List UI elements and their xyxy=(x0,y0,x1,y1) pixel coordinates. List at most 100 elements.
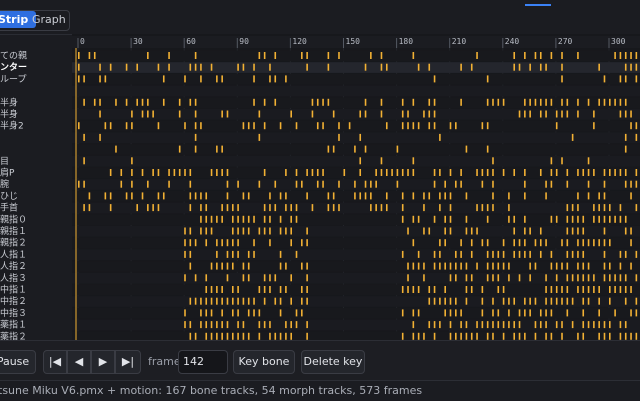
keyframe xyxy=(571,321,574,329)
keyframe xyxy=(147,180,149,188)
keyframe xyxy=(513,250,516,258)
keyframe xyxy=(598,204,600,212)
keyframe xyxy=(194,63,197,71)
keyframe xyxy=(226,239,229,247)
keyframe xyxy=(460,250,462,258)
keyframe xyxy=(295,215,298,223)
ruler-label: 240 xyxy=(505,37,520,46)
keyframe xyxy=(587,98,590,106)
delete-key-button[interactable]: Delete key xyxy=(301,350,365,374)
keyframe xyxy=(417,63,420,71)
keyframe xyxy=(598,98,600,106)
keyframe xyxy=(630,332,632,340)
keyframe xyxy=(598,332,600,340)
keyframe xyxy=(539,227,542,235)
keyframe xyxy=(444,239,446,247)
keyframe xyxy=(539,169,542,176)
bone-label: 親指０ xyxy=(0,213,27,225)
keyframe xyxy=(603,274,606,282)
keyframe xyxy=(338,204,340,212)
keyframe xyxy=(194,122,197,130)
pause-button[interactable]: Pause xyxy=(0,350,36,374)
keyframe xyxy=(226,180,229,188)
first-frame-button[interactable]: |◀ xyxy=(43,350,67,374)
keyframe xyxy=(449,274,452,282)
keyframe xyxy=(513,297,516,305)
keyframe xyxy=(630,122,632,130)
keyframe xyxy=(396,145,399,153)
keyframe xyxy=(492,274,494,282)
prev-frame-button[interactable]: ◀ xyxy=(67,350,91,374)
key-bone-button[interactable]: Key bone xyxy=(233,350,295,374)
keyframe xyxy=(433,321,436,329)
keyframe xyxy=(619,250,622,258)
keyframe xyxy=(322,180,324,188)
keyframe xyxy=(226,110,229,118)
keyframe xyxy=(242,262,245,270)
keyframe xyxy=(609,98,611,106)
keyframe xyxy=(385,204,388,212)
keyframe xyxy=(497,321,500,329)
keyframe xyxy=(619,321,622,329)
keyframe xyxy=(550,215,553,223)
track-row xyxy=(72,237,640,249)
keyframe xyxy=(93,98,96,106)
keyframe xyxy=(428,110,431,118)
keyframe xyxy=(247,192,250,200)
keyframe xyxy=(439,321,441,329)
keyframe xyxy=(189,297,192,305)
keyframe xyxy=(221,145,223,153)
keyframe xyxy=(486,332,489,340)
keyframe xyxy=(306,52,308,59)
keyframe xyxy=(200,227,202,235)
keyframe xyxy=(444,286,446,293)
keyframe xyxy=(444,180,446,188)
keyframe xyxy=(481,239,484,247)
keyframe xyxy=(237,239,239,247)
next-frame-button[interactable]: ▶ xyxy=(91,350,115,374)
keyframe xyxy=(306,262,308,270)
tab-strip[interactable]: Strip xyxy=(0,11,37,28)
keyframe xyxy=(269,286,271,293)
bone-label: 半身2 xyxy=(0,120,24,132)
keyframe xyxy=(476,204,478,212)
tab-graph[interactable]: Graph xyxy=(32,13,66,26)
keyframe xyxy=(269,332,271,340)
keyframe xyxy=(593,122,595,130)
keyframe xyxy=(253,215,255,223)
keyframe xyxy=(380,110,383,118)
keyframe xyxy=(152,110,154,118)
keyframe xyxy=(630,239,632,247)
keyframe xyxy=(109,204,112,212)
keyframe xyxy=(460,309,462,317)
keyframe xyxy=(550,157,553,165)
keyframe xyxy=(598,239,600,247)
keyframe xyxy=(524,239,526,247)
keyframe xyxy=(577,110,579,118)
keyframe xyxy=(555,262,558,270)
keyframe xyxy=(571,250,574,258)
keyframe xyxy=(221,321,223,329)
keyframe xyxy=(566,262,569,270)
keyframe xyxy=(630,63,632,71)
keyframe xyxy=(635,309,638,317)
keyframe xyxy=(508,215,510,223)
keyframe xyxy=(221,309,223,317)
keyframe xyxy=(253,75,255,83)
track-row xyxy=(72,226,640,237)
keyframe xyxy=(205,297,208,305)
keyframe xyxy=(486,250,489,258)
last-frame-button[interactable]: ▶| xyxy=(115,350,141,374)
keyframe xyxy=(295,309,298,317)
keyframe xyxy=(555,169,558,176)
keyframe xyxy=(253,309,255,317)
keyframe xyxy=(269,215,271,223)
keyframe xyxy=(508,204,510,212)
keyframe xyxy=(481,309,484,317)
keyframe xyxy=(290,274,292,282)
keyframe xyxy=(221,297,223,305)
keyframe xyxy=(465,227,468,235)
frame-input[interactable]: 142 xyxy=(178,350,228,374)
bone-label: ての親 xyxy=(0,50,27,62)
